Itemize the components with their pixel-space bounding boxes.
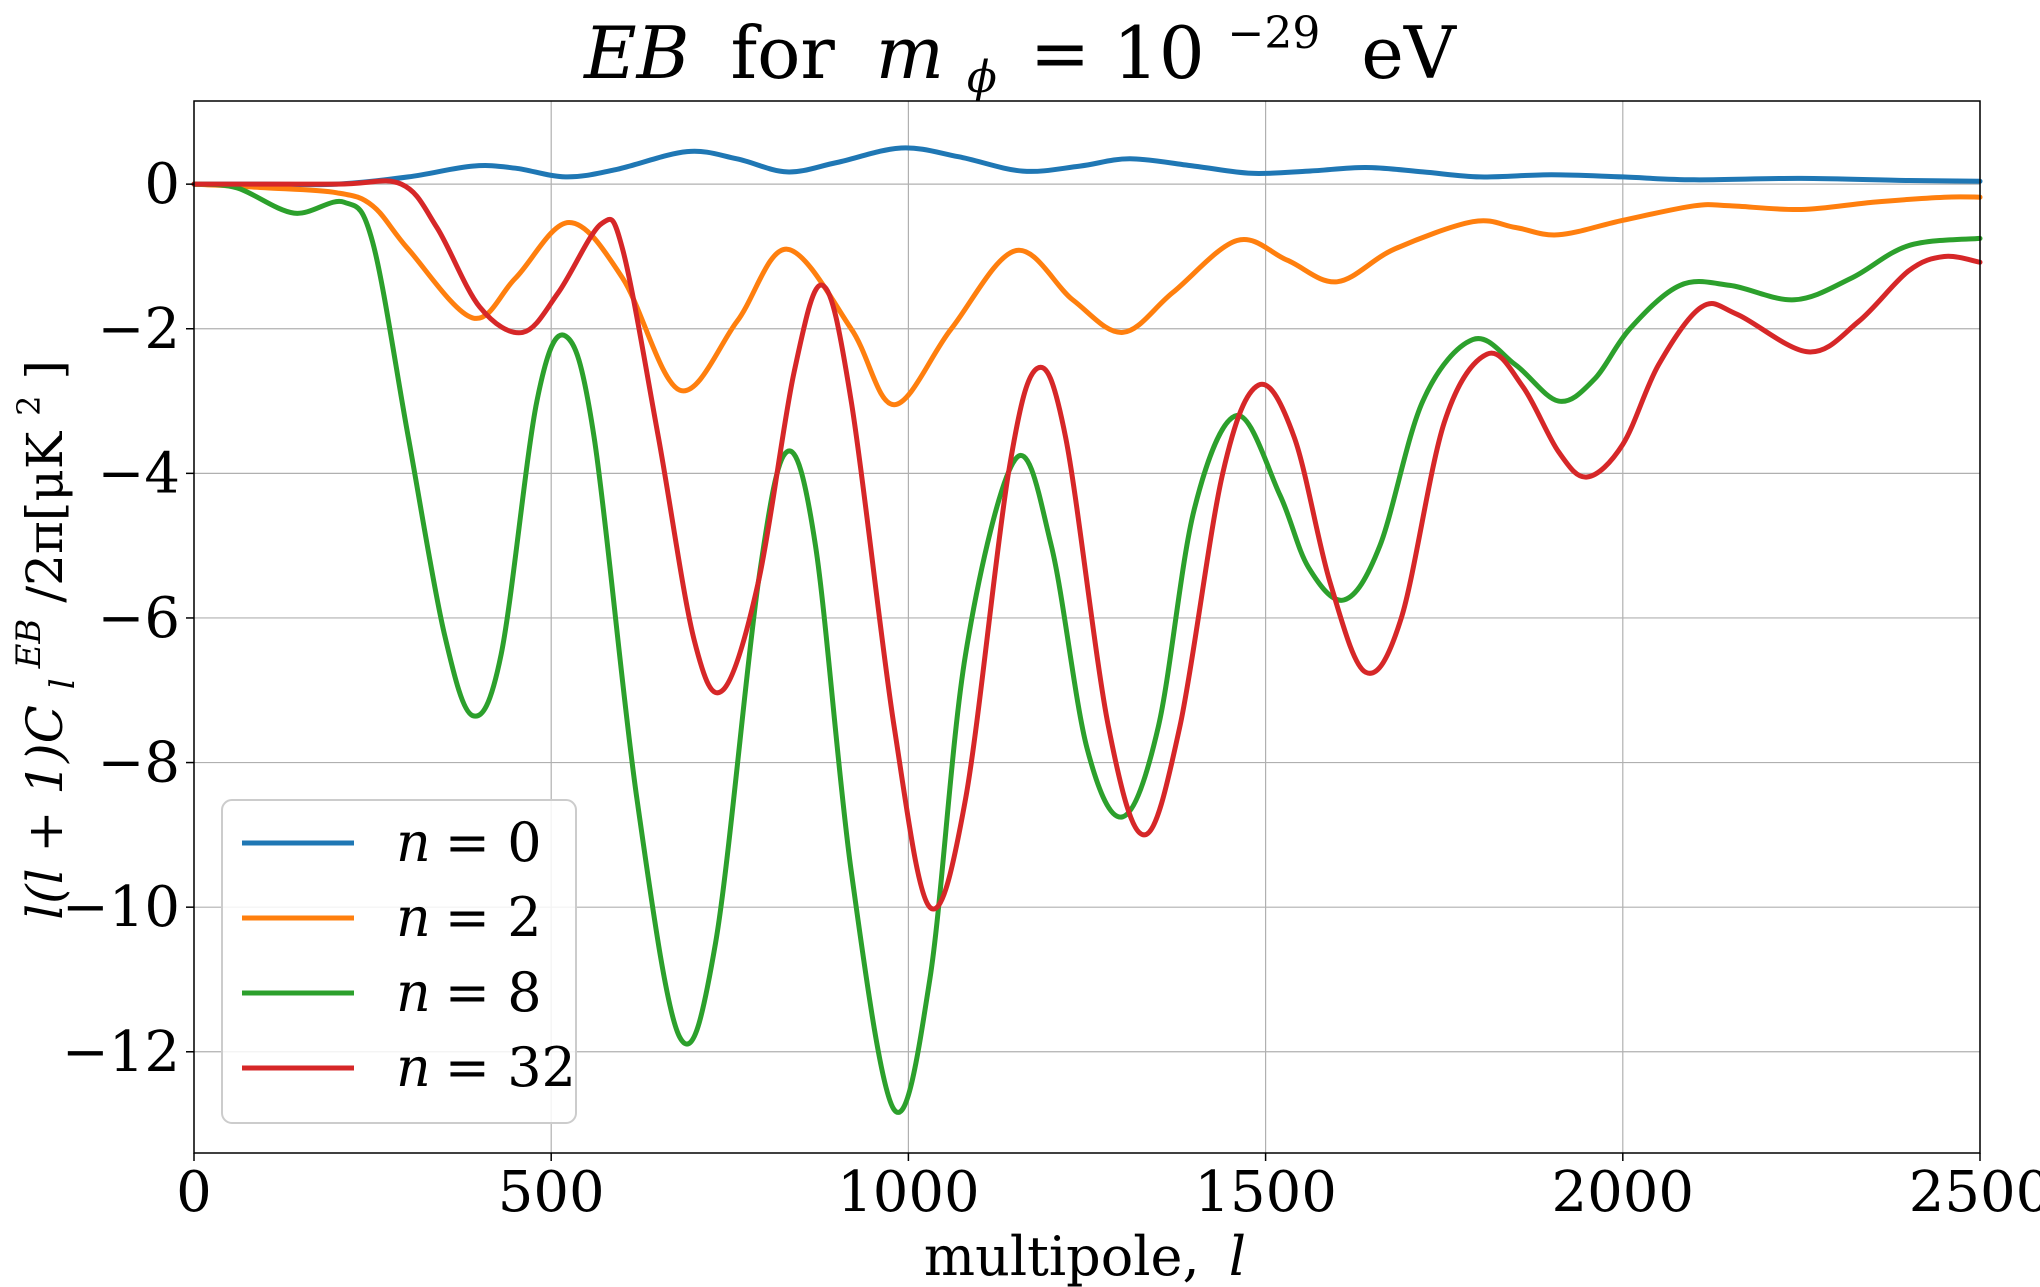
legend-label-n8: n = 8 (396, 961, 542, 1024)
x-tick-label: 500 (498, 1160, 605, 1225)
y-tick-label: −2 (97, 297, 180, 362)
series-line-n0 (191, 145, 1983, 188)
x-axis-ticks: 0 500 1000 1500 2000 2500 (176, 1153, 2040, 1225)
ylabel-part-f: ] (16, 360, 74, 380)
series-line-n8 (191, 181, 1983, 1115)
x-tick-label: 2000 (1552, 1160, 1695, 1225)
x-tick-label: 1000 (837, 1160, 980, 1225)
ylabel-part-b: l (43, 678, 83, 689)
plot-lines (191, 145, 1983, 1115)
y-tick-label: −4 (97, 441, 180, 506)
y-tick-label: −6 (97, 586, 180, 651)
y-tick-label: −12 (62, 1020, 180, 1085)
series-line-n32 (191, 178, 1983, 912)
legend-label-n0: n = 0 (396, 811, 542, 874)
title-part-e: = 10 (1030, 11, 1205, 95)
title-part-f: −29 (1228, 8, 1321, 59)
title-part-c: m (876, 11, 944, 95)
legend-label-n2: n = 2 (396, 886, 542, 949)
title-part-d: ϕ (967, 52, 997, 103)
y-tick-label: −8 (97, 731, 180, 796)
legend-label-n32: n = 32 (396, 1036, 576, 1099)
plot-frame (193, 100, 1981, 1154)
chart-title: EB for m ϕ = 10 −29 eV (582, 0, 1458, 109)
series-line-n2 (191, 181, 1983, 408)
y-tick-label: −10 (62, 875, 180, 940)
y-tick-label: 0 (144, 152, 180, 217)
title-part-g: eV (1361, 11, 1458, 95)
y-axis-ticks: 0 −2 −4 −6 −8 −10 −12 (62, 152, 194, 1085)
x-tick-label: 0 (176, 1160, 212, 1225)
x-tick-label: 1500 (1194, 1160, 1337, 1225)
y-axis-label: l(l + 1)C l EB /2π[μK 2 ] (0, 360, 86, 920)
legend-box (221, 799, 577, 1124)
title-part-a: EB (582, 11, 689, 95)
ylabel-part-c: EB (9, 619, 49, 670)
ylabel-part-a: l(l + 1)C (16, 705, 74, 920)
xlabel-part-b: l (1229, 1225, 1246, 1287)
ylabel-part-d: /2π[μK (16, 430, 74, 603)
ylabel-part-e: 2 (10, 396, 48, 416)
legend: n = 0 n = 2 n = 8 n = 32 (221, 799, 577, 1124)
x-tick-label: 2500 (1909, 1160, 2040, 1225)
title-part-b: for (730, 11, 835, 95)
x-axis-label: multipole, l (924, 1225, 1246, 1287)
xlabel-part-a: multipole, (924, 1225, 1200, 1287)
